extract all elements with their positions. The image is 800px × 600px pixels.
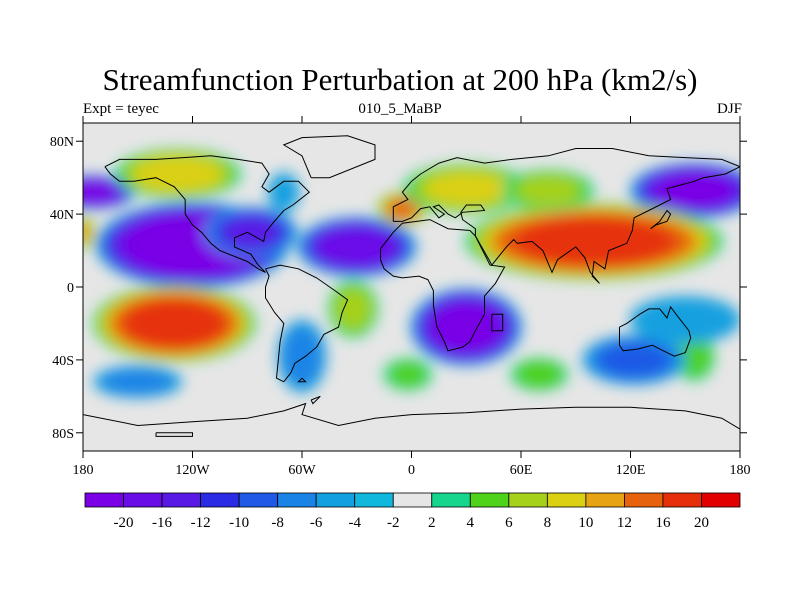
colorbar-box-0 <box>84 492 124 508</box>
coastline-7 <box>155 432 193 437</box>
colorbar-box-10 <box>469 492 510 508</box>
colorbar-label: 4 <box>467 515 475 531</box>
lon-label: 0 <box>408 463 415 478</box>
field-anomaly-20-level-2 <box>267 172 300 213</box>
colorbar-label: -6 <box>310 515 323 531</box>
field-anomaly-13-level-6 <box>516 175 581 206</box>
field-anomaly-14-level-4 <box>514 360 564 389</box>
colorbar-label: 20 <box>694 515 709 531</box>
colorbar-label: -4 <box>348 515 361 531</box>
field-anomaly-11-level-8 <box>425 172 508 206</box>
colorbar-box-12 <box>546 492 587 508</box>
field-anomaly-19-level-6 <box>597 342 671 378</box>
field-anomaly-10-level-12 <box>387 198 418 219</box>
lon-label: 180 <box>730 463 751 478</box>
lat-label: 40N <box>50 208 74 223</box>
map-title: Streamfunction Perturbation at 200 hPa (… <box>102 62 698 97</box>
colorbar-label: -20 <box>114 515 134 531</box>
coastline-5 <box>619 305 692 357</box>
field-anomaly-0-level-16 <box>83 182 116 202</box>
colorbar-box-16 <box>701 492 741 508</box>
colorbar-box-5 <box>277 492 317 508</box>
coastline-6 <box>83 402 740 430</box>
lat-label: 80S <box>52 427 74 442</box>
colorbar-label: -12 <box>191 515 211 531</box>
field-anomaly-2-level-10 <box>222 216 280 248</box>
field-anomaly-8-level-16 <box>122 299 226 348</box>
coastline-9 <box>650 209 672 230</box>
colorbar-label: 16 <box>655 515 671 531</box>
colorbar-label: -2 <box>387 515 400 531</box>
colorbar-box-8 <box>392 492 433 508</box>
lat-label: 0 <box>67 281 74 296</box>
coastline-2 <box>282 135 376 179</box>
lat-label: 80N <box>50 135 74 150</box>
field-anomaly-5-level-16 <box>659 175 730 206</box>
experiment-label: Expt = teyec <box>83 101 159 117</box>
colorbar-box-9 <box>431 492 471 508</box>
field-anomaly-12-level-16 <box>513 217 675 266</box>
coastline-0 <box>104 155 311 273</box>
colorbar-box-4 <box>238 492 279 508</box>
colorbar-box-13 <box>585 492 625 508</box>
colorbar-label: -16 <box>152 515 172 531</box>
field-anomaly-3-level-12 <box>316 226 398 268</box>
field-anomaly-15-level-4 <box>388 361 428 388</box>
colorbar-box-6 <box>315 492 356 508</box>
field-anomaly-7-level-10 <box>83 221 91 243</box>
field-anomaly-18-level-4 <box>102 368 174 395</box>
colorbar-label: 2 <box>428 515 436 531</box>
case-label: 010_5_MaBP <box>358 101 442 117</box>
colorbar: -20 -16 -12 -10 -8 -6 -4 -2 2 4 6 8 10 12 16 20 <box>84 492 741 531</box>
colorbar-label: 6 <box>505 515 513 531</box>
coastline-3 <box>392 148 740 284</box>
colorbar-box-2 <box>161 492 201 508</box>
lon-label: 180 <box>73 463 94 478</box>
map-plot-area <box>82 122 741 452</box>
colorbar-label: 12 <box>617 515 632 531</box>
colorbar-box-3 <box>200 492 240 508</box>
field-anomaly-4-level-16 <box>435 306 497 349</box>
colorbar-box-11 <box>508 492 548 508</box>
coastline-4 <box>380 219 506 352</box>
field-anomaly-21-level-2 <box>629 296 740 344</box>
colorbar-box-1 <box>123 492 163 508</box>
coastline-11 <box>310 395 321 405</box>
coastline-1 <box>265 264 349 383</box>
field-anomaly-6-level-8 <box>133 156 223 192</box>
lon-label: 60E <box>510 463 533 478</box>
colorbar-box-15 <box>662 492 702 508</box>
coastline-8 <box>491 313 504 332</box>
colorbar-label: -8 <box>271 515 284 531</box>
colorbar-label: -10 <box>229 515 249 531</box>
season-label: DJF <box>716 101 742 117</box>
colorbar-box-7 <box>354 492 394 508</box>
field-anomaly-17-level-4 <box>282 327 322 386</box>
field-anomaly-9-level-6 <box>335 288 371 330</box>
colorbar-label: 10 <box>578 515 593 531</box>
lat-label: 40S <box>52 354 74 369</box>
field-anomaly-16-level-4 <box>676 335 712 378</box>
colorbar-label: 8 <box>544 515 552 531</box>
coastline-10 <box>297 377 307 383</box>
lon-label: 120W <box>175 463 210 478</box>
colorbar-box-14 <box>624 492 664 508</box>
lon-label: 120E <box>616 463 646 478</box>
lon-label: 60W <box>288 463 316 478</box>
